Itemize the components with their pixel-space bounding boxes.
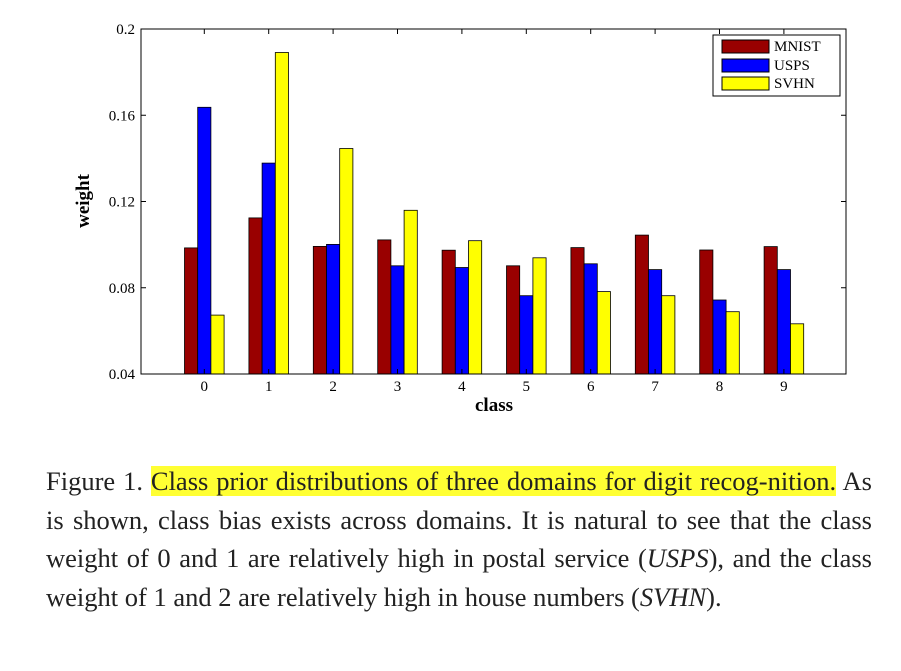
caption-svhn: SVHN (639, 581, 707, 612)
y-tick-label-0: 0.04 (109, 367, 136, 383)
legend-label-usps: USPS (774, 58, 810, 74)
x-tick-label-2: 2 (329, 379, 337, 395)
bar-svhn-class-1 (274, 52, 289, 375)
bar-svhn-class-0 (210, 314, 225, 375)
x-tick-label-7: 7 (651, 379, 659, 395)
bar-usps-class-4 (454, 267, 469, 375)
legend: MNIST USPS SVHN (712, 34, 841, 97)
bar-svhn-class-3 (403, 209, 418, 375)
x-tick-label-4: 4 (458, 379, 466, 395)
x-tick-label-8: 8 (716, 379, 724, 395)
bar-usps-class-8 (712, 299, 727, 375)
y-tick-label-4: 0.2 (116, 22, 135, 38)
chart-container: 0.04 0.08 0.12 0.16 0.2 0 1 2 3 4 5 6 7 8 9 class weig… (73, 22, 847, 416)
bar-mnist-class-5 (506, 265, 521, 375)
legend-swatch-svhn (721, 76, 770, 91)
bar-usps-class-7 (648, 269, 663, 375)
bar-mnist-class-6 (570, 247, 585, 375)
bar-svhn-class-4 (468, 240, 483, 375)
bar-svhn-class-9 (790, 323, 805, 375)
x-tick-label-5: 5 (523, 379, 531, 395)
bar-mnist-class-3 (377, 239, 392, 375)
legend-label-svhn: SVHN (774, 76, 815, 92)
y-tick-label-2: 0.12 (109, 195, 135, 211)
bar-svhn-class-2 (339, 148, 354, 375)
bar-chart: 0.04 0.08 0.12 0.16 0.2 0 1 2 3 4 5 6 7 8 9 class weig… (73, 22, 847, 416)
bar-svhn-class-7 (661, 295, 676, 375)
bar-mnist-class-2 (312, 245, 327, 375)
x-tick-label-0: 0 (201, 379, 209, 395)
bar-svhn-class-6 (596, 291, 611, 375)
bar-usps-class-2 (326, 243, 341, 375)
bar-svhn-class-8 (725, 311, 740, 375)
bar-mnist-class-8 (699, 249, 714, 375)
bar-usps-class-1 (261, 162, 276, 375)
caption-highlight: Class prior distributions of three domai… (150, 466, 837, 496)
bar-mnist-class-7 (634, 234, 649, 375)
caption-text-3: ). (706, 581, 722, 612)
y-axis-label: weight (73, 173, 94, 228)
x-tick-label-9: 9 (780, 379, 788, 395)
bar-usps-class-3 (390, 265, 405, 375)
x-tick-label-1: 1 (265, 379, 273, 395)
figure-caption: Figure 1. Class prior distributions of t… (46, 462, 872, 616)
bar-svhn-class-5 (532, 257, 547, 375)
bar-mnist-class-0 (184, 247, 199, 375)
x-axis-label: class (475, 395, 513, 416)
bar-usps-class-9 (776, 269, 791, 375)
caption-text-2: ), and the class weight of 1 and 2 are r… (46, 543, 872, 612)
bar-mnist-class-4 (441, 249, 456, 375)
x-tick-label-6: 6 (587, 379, 595, 395)
caption-usps: USPS (646, 543, 709, 573)
x-tick-label-3: 3 (394, 379, 402, 395)
bar-usps-class-0 (197, 106, 212, 375)
legend-swatch-mnist (721, 39, 770, 54)
bar-usps-class-5 (519, 295, 534, 375)
caption-prefix: Figure 1. (46, 466, 151, 496)
legend-swatch-usps (721, 58, 770, 73)
y-tick-label-3: 0.16 (109, 108, 136, 124)
bar-usps-class-6 (583, 263, 598, 375)
bar-mnist-class-9 (763, 246, 778, 375)
caption-text-1: As is shown, class bias exists across do… (46, 466, 872, 573)
bar-mnist-class-1 (248, 217, 263, 375)
y-tick-label-1: 0.08 (109, 281, 135, 297)
legend-label-mnist: MNIST (774, 39, 821, 55)
